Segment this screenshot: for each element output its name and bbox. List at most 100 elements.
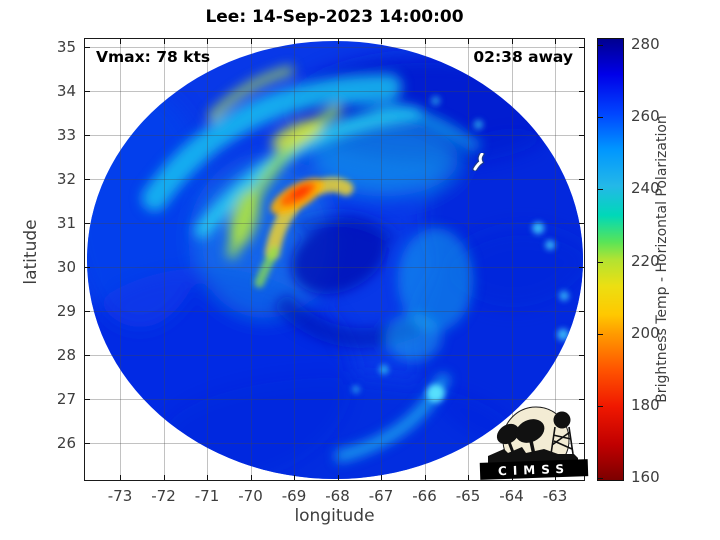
colorbar-tick bbox=[598, 333, 603, 335]
time-away-annotation: 02:38 away bbox=[473, 48, 573, 66]
grid-line-horizontal bbox=[85, 355, 584, 356]
y-tick-label: 32 bbox=[56, 170, 76, 188]
grid-line-horizontal bbox=[85, 135, 584, 136]
y-axis-tick bbox=[85, 223, 90, 224]
x-axis-tick bbox=[381, 39, 382, 44]
cimss-logo-text: CIMSS bbox=[498, 462, 570, 479]
colorbar-tick bbox=[598, 405, 603, 407]
y-axis-tick bbox=[85, 179, 90, 180]
cimss-logo: CIMSS bbox=[479, 406, 589, 480]
x-axis-tick bbox=[120, 39, 121, 44]
y-tick-label: 33 bbox=[56, 126, 76, 144]
colorbar-tick-label: 180 bbox=[631, 395, 660, 414]
x-tick-label: -63 bbox=[542, 487, 568, 505]
building-silhouette bbox=[488, 447, 578, 464]
figure-title: Lee: 14-Sep-2023 14:00:00 bbox=[205, 7, 464, 27]
x-tick-label: -71 bbox=[194, 487, 220, 505]
y-axis-tick bbox=[579, 399, 584, 400]
colorbar-tick bbox=[598, 261, 603, 263]
x-axis-tick bbox=[250, 39, 252, 44]
y-axis-tick bbox=[579, 135, 584, 136]
x-axis-tick bbox=[250, 475, 252, 480]
x-axis-tick bbox=[468, 39, 469, 44]
x-tick-label: -65 bbox=[455, 487, 481, 505]
x-axis-tick bbox=[555, 475, 556, 480]
grid-line-horizontal bbox=[85, 91, 584, 92]
x-tick-label: -73 bbox=[107, 487, 133, 505]
y-axis-tick bbox=[85, 135, 90, 136]
y-axis-tick bbox=[579, 311, 584, 312]
satellite-dish-icon bbox=[496, 419, 545, 456]
x-tick-label: -70 bbox=[238, 487, 263, 505]
grid-line-vertical bbox=[555, 39, 556, 480]
y-tick-label: 30 bbox=[56, 258, 76, 276]
y-axis-tick bbox=[579, 91, 584, 92]
colorbar-tick-label: 160 bbox=[631, 468, 660, 487]
y-axis-tick bbox=[579, 267, 584, 268]
y-axis-tick bbox=[85, 267, 90, 268]
y-tick-label: 27 bbox=[56, 390, 76, 408]
x-axis-tick bbox=[424, 39, 426, 44]
x-axis-tick bbox=[555, 39, 556, 44]
x-tick-label: -64 bbox=[499, 487, 524, 505]
plot-area: Vmax: 78 kts 02:38 away CIMSS bbox=[84, 38, 589, 481]
y-tick-label: 28 bbox=[56, 346, 76, 364]
y-tick-label: 31 bbox=[56, 214, 76, 232]
colorbar-tick bbox=[598, 117, 603, 119]
grid-line-vertical bbox=[207, 39, 208, 480]
x-axis-tick bbox=[424, 475, 426, 480]
y-axis-tick bbox=[579, 443, 584, 444]
grid-line-vertical bbox=[120, 39, 121, 480]
colorbar-tick bbox=[598, 478, 603, 480]
grid-line-horizontal bbox=[85, 443, 584, 444]
grid-line-vertical bbox=[163, 39, 165, 480]
y-axis-tick bbox=[85, 443, 90, 444]
x-axis-tick bbox=[294, 39, 295, 44]
grid-line-vertical bbox=[250, 39, 252, 480]
x-tick-label: -66 bbox=[412, 487, 437, 505]
y-axis-tick bbox=[579, 223, 584, 224]
x-axis-tick bbox=[163, 39, 165, 44]
x-axis-tick bbox=[207, 39, 208, 44]
y-axis-tick bbox=[85, 47, 90, 48]
grid-line-horizontal bbox=[85, 267, 584, 268]
y-axis-tick bbox=[579, 179, 584, 180]
grid-line-vertical bbox=[424, 39, 426, 480]
x-axis-tick bbox=[120, 475, 121, 480]
x-axis-tick bbox=[468, 475, 469, 480]
grid-line-vertical bbox=[511, 39, 513, 480]
y-axis-tick bbox=[579, 47, 584, 48]
y-axis-tick bbox=[579, 355, 584, 356]
colorbar-tick-label: 200 bbox=[631, 323, 660, 342]
y-tick-label: 29 bbox=[56, 302, 76, 320]
grid-line-horizontal bbox=[85, 223, 584, 224]
y-axis-tick bbox=[85, 91, 90, 92]
y-tick-label: 34 bbox=[56, 82, 76, 100]
colorbar-tick-label: 280 bbox=[631, 35, 660, 53]
grid-line-vertical bbox=[337, 39, 339, 480]
colorbar-tick-label: 240 bbox=[631, 179, 660, 198]
colorbar-tick-label: 260 bbox=[631, 107, 660, 126]
colorbar bbox=[597, 38, 624, 481]
x-axis-tick bbox=[381, 475, 382, 480]
grid-line-horizontal bbox=[85, 399, 584, 400]
x-axis-tick bbox=[163, 475, 165, 480]
water-tower-icon bbox=[550, 426, 574, 455]
y-tick-label: 35 bbox=[56, 38, 76, 56]
grid-line-horizontal bbox=[85, 179, 584, 180]
x-tick-label: -69 bbox=[281, 487, 307, 505]
grid-line-vertical bbox=[294, 39, 295, 480]
x-axis-label: longitude bbox=[294, 506, 375, 526]
y-axis-label: latitude bbox=[21, 219, 41, 285]
x-tick-label: -72 bbox=[151, 487, 176, 505]
x-axis-tick bbox=[337, 475, 339, 480]
x-axis-tick bbox=[207, 475, 208, 480]
colorbar-tick-label: 220 bbox=[631, 251, 660, 270]
x-tick-label: -67 bbox=[368, 487, 394, 505]
colorbar-tick bbox=[598, 189, 603, 191]
x-axis-tick bbox=[337, 39, 339, 44]
grid-line-horizontal bbox=[85, 311, 584, 312]
storm-image bbox=[86, 40, 584, 480]
storm-position-marker-icon bbox=[472, 153, 485, 171]
